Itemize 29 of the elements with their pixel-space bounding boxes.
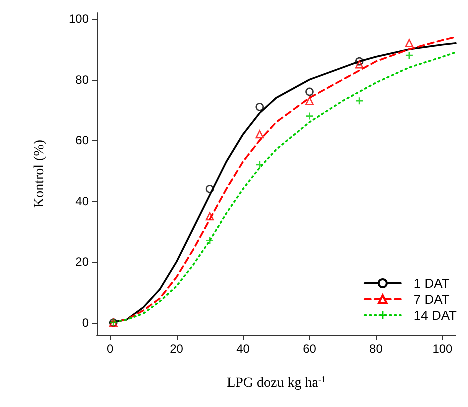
point [306,88,314,96]
y-tick-label: 80 [76,72,90,87]
x-tick-label: 0 [106,342,114,356]
x-tick-label: 60 [303,342,317,356]
point [405,39,414,48]
y-tick-label: 0 [82,316,90,330]
x-tick-label: 20 [170,342,184,356]
point [306,96,314,106]
legend-label: 14 DAT [414,308,458,323]
point [355,60,364,69]
point [256,103,264,112]
y-tick-label: 20 [76,255,90,270]
y-tick-label: 100 [68,12,90,26]
legend-label: 1 DAT [414,276,450,291]
x-tick-label: 40 [236,342,250,356]
y-tick-label: 60 [76,134,90,148]
legend-label: 7 DAT [414,292,450,307]
point [356,98,364,105]
x-tick-label: 80 [370,342,384,356]
point [355,57,364,66]
y-axis-title: Kontrol (%) [32,140,48,208]
point [206,212,214,221]
point [206,185,214,194]
x-tick-label: 100 [432,342,454,356]
point [256,130,264,139]
point [256,161,264,168]
point [206,237,214,244]
y-tick-label: 40 [76,194,90,208]
point [306,112,314,120]
